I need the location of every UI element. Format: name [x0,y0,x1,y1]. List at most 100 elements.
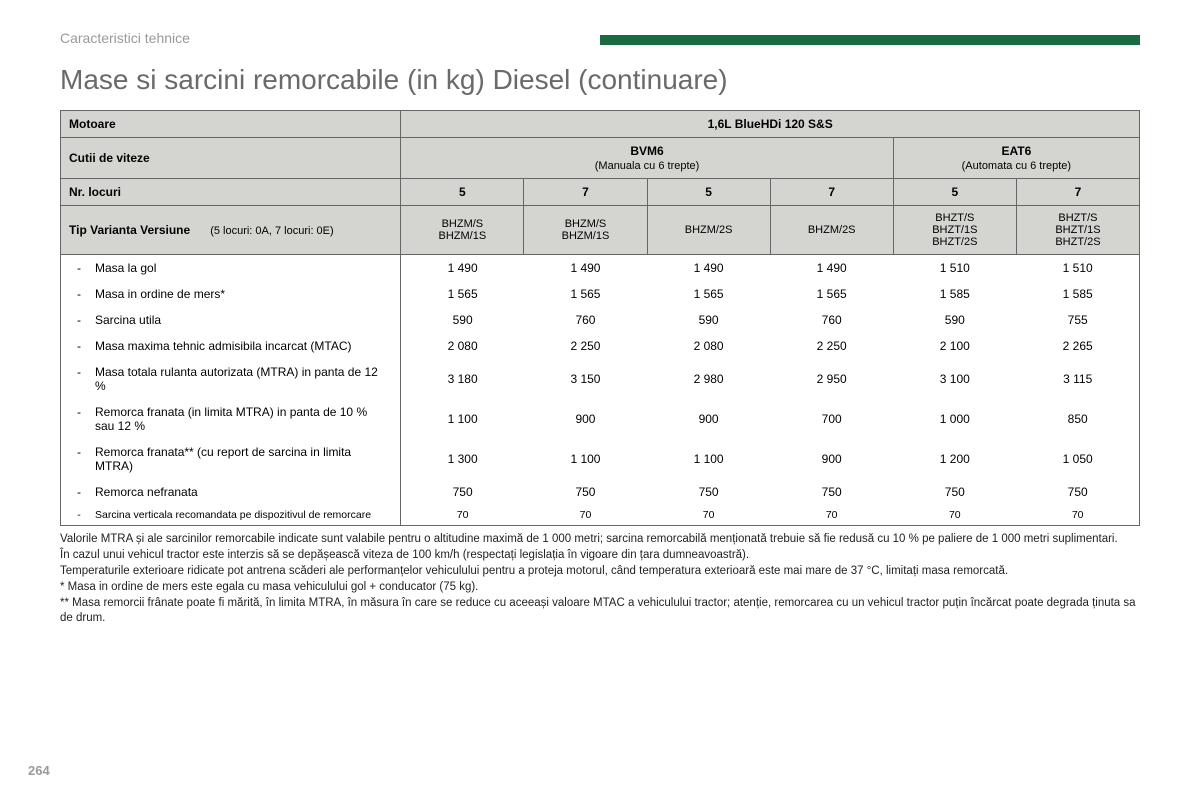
data-cell: 1 050 [1016,439,1139,479]
seats-cell: 5 [401,179,524,206]
table-row: -Remorca nefranata750750750750750750 [61,479,1140,505]
data-cell: 2 250 [524,333,647,359]
data-cell: 2 265 [1016,333,1139,359]
data-cell: 1 200 [893,439,1016,479]
variant-cell: BHZM/S BHZM/1S [524,206,647,255]
data-cell: 3 150 [524,359,647,399]
page-number: 264 [28,763,50,778]
data-cell: 3 100 [893,359,1016,399]
data-cell: 900 [524,399,647,439]
row-label: -Masa totala rulanta autorizata (MTRA) i… [61,359,401,399]
variant-cell: BHZM/2S [647,206,770,255]
table-row: -Masa maxima tehnic admisibila incarcat … [61,333,1140,359]
data-cell: 2 950 [770,359,893,399]
footnote-line: ** Masa remorcii frânate poate fi mărită… [60,596,1140,626]
data-cell: 1 300 [401,439,524,479]
data-cell: 70 [770,505,893,526]
data-cell: 1 490 [524,255,647,282]
locuri-label: Nr. locuri [61,179,401,206]
data-cell: 850 [1016,399,1139,439]
data-cell: 1 100 [647,439,770,479]
data-cell: 2 980 [647,359,770,399]
footnote-line: * Masa in ordine de mers este egala cu m… [60,580,1140,595]
data-cell: 1 100 [401,399,524,439]
data-cell: 900 [770,439,893,479]
cutii-label: Cutii de viteze [61,138,401,179]
data-cell: 760 [770,307,893,333]
motoare-value: 1,6L BlueHDi 120 S&S [401,111,1140,138]
data-cell: 1 490 [647,255,770,282]
variant-cell: BHZT/S BHZT/1S BHZT/2S [1016,206,1139,255]
row-label: -Masa in ordine de mers* [61,281,401,307]
table-row: -Masa totala rulanta autorizata (MTRA) i… [61,359,1140,399]
row-label: -Masa maxima tehnic admisibila incarcat … [61,333,401,359]
data-cell: 750 [524,479,647,505]
data-cell: 1 510 [893,255,1016,282]
row-label: -Sarcina verticala recomandata pe dispoz… [61,505,401,526]
data-cell: 3 115 [1016,359,1139,399]
seats-cell: 7 [524,179,647,206]
data-cell: 1 490 [770,255,893,282]
data-cell: 750 [1016,479,1139,505]
data-cell: 750 [401,479,524,505]
data-cell: 1 510 [1016,255,1139,282]
variant-cell: BHZM/2S [770,206,893,255]
footnote-line: În cazul unui vehicul tractor este inter… [60,548,1140,563]
data-cell: 70 [647,505,770,526]
data-cell: 900 [647,399,770,439]
gearbox-name: EAT6 [1001,144,1031,158]
data-cell: 70 [401,505,524,526]
data-cell: 750 [770,479,893,505]
data-cell: 70 [893,505,1016,526]
gearbox-sub: (Automata cu 6 trepte) [962,160,1071,172]
row-label: -Masa la gol [61,255,401,282]
data-cell: 1 585 [1016,281,1139,307]
seats-cell: 5 [647,179,770,206]
data-cell: 590 [893,307,1016,333]
data-cell: 1 490 [401,255,524,282]
row-label: -Sarcina utila [61,307,401,333]
data-cell: 2 250 [770,333,893,359]
table-row: -Sarcina verticala recomandata pe dispoz… [61,505,1140,526]
data-cell: 70 [1016,505,1139,526]
specs-table: Motoare 1,6L BlueHDi 120 S&S Cutii de vi… [60,110,1140,526]
footnote-line: Valorile MTRA și ale sarcinilor remorcab… [60,532,1140,547]
tip-label: Tip Varianta Versiune (5 locuri: 0A, 7 l… [61,206,401,255]
gearbox-bvm6: BVM6 (Manuala cu 6 trepte) [401,138,893,179]
data-cell: 1 565 [770,281,893,307]
data-cell: 700 [770,399,893,439]
gearbox-sub: (Manuala cu 6 trepte) [595,160,700,172]
gearbox-name: BVM6 [630,144,663,158]
page-title: Mase si sarcini remorcabile (in kg) Dies… [60,64,1140,96]
row-label: -Remorca franata** (cu report de sarcina… [61,439,401,479]
seats-cell: 7 [1016,179,1139,206]
data-cell: 760 [524,307,647,333]
table-row: -Remorca franata** (cu report de sarcina… [61,439,1140,479]
gearbox-eat6: EAT6 (Automata cu 6 trepte) [893,138,1139,179]
footnotes: Valorile MTRA și ale sarcinilor remorcab… [60,532,1140,626]
seats-cell: 5 [893,179,1016,206]
data-cell: 2 080 [401,333,524,359]
footnote-line: Temperaturile exterioare ridicate pot an… [60,564,1140,579]
data-cell: 750 [647,479,770,505]
tip-label-sub: (5 locuri: 0A, 7 locuri: 0E) [210,225,334,237]
data-cell: 590 [647,307,770,333]
table-row: -Sarcina utila590760590760590755 [61,307,1140,333]
row-label: -Remorca franata (in limita MTRA) in pan… [61,399,401,439]
variant-cell: BHZM/S BHZM/1S [401,206,524,255]
variant-cell: BHZT/S BHZT/1S BHZT/2S [893,206,1016,255]
header-accent-bar [600,35,1140,45]
data-cell: 590 [401,307,524,333]
table-row: -Masa in ordine de mers*1 5651 5651 5651… [61,281,1140,307]
data-cell: 70 [524,505,647,526]
table-row: -Remorca franata (in limita MTRA) in pan… [61,399,1140,439]
motoare-label: Motoare [61,111,401,138]
data-cell: 1 565 [524,281,647,307]
data-cell: 1 100 [524,439,647,479]
data-cell: 1 585 [893,281,1016,307]
data-cell: 3 180 [401,359,524,399]
data-cell: 755 [1016,307,1139,333]
seats-cell: 7 [770,179,893,206]
table-row: -Masa la gol1 4901 4901 4901 4901 5101 5… [61,255,1140,282]
data-cell: 1 565 [401,281,524,307]
